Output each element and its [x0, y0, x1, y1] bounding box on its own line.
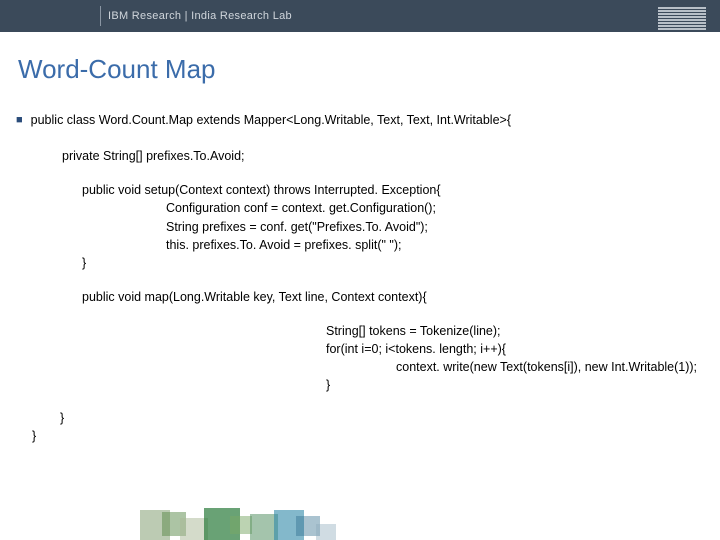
- code-line: }: [16, 376, 706, 394]
- ibm-logo-icon: [658, 7, 706, 30]
- code-line: for(int i=0; i<tokens. length; i++){: [16, 340, 706, 358]
- code-line: }: [16, 427, 706, 445]
- code-line: context. write(new Text(tokens[i]), new …: [16, 358, 706, 376]
- slide-header: IBM Research | India Research Lab: [0, 0, 720, 32]
- class-declaration: ■ public class Word.Count.Map extends Ma…: [16, 111, 706, 129]
- footer-decoration: [0, 504, 720, 540]
- slide-title: Word-Count Map: [0, 32, 720, 85]
- code-line: public class Word.Count.Map extends Mapp…: [31, 111, 511, 129]
- header-text: IBM Research | India Research Lab: [108, 10, 292, 22]
- code-line: }: [16, 409, 706, 427]
- code-block: ■ public class Word.Count.Map extends Ma…: [0, 85, 720, 445]
- code-line: public void setup(Context context) throw…: [16, 181, 706, 199]
- code-line: this. prefixes.To. Avoid = prefixes. spl…: [16, 236, 706, 254]
- code-line: private String[] prefixes.To.Avoid;: [16, 147, 706, 165]
- code-line: String[] tokens = Tokenize(line);: [16, 322, 706, 340]
- code-line: public void map(Long.Writable key, Text …: [16, 288, 706, 306]
- header-divider: [100, 6, 101, 26]
- code-line: String prefixes = conf. get("Prefixes.To…: [16, 218, 706, 236]
- bullet-icon: ■: [16, 113, 23, 129]
- code-line: Configuration conf = context. get.Config…: [16, 199, 706, 217]
- code-line: }: [16, 254, 706, 272]
